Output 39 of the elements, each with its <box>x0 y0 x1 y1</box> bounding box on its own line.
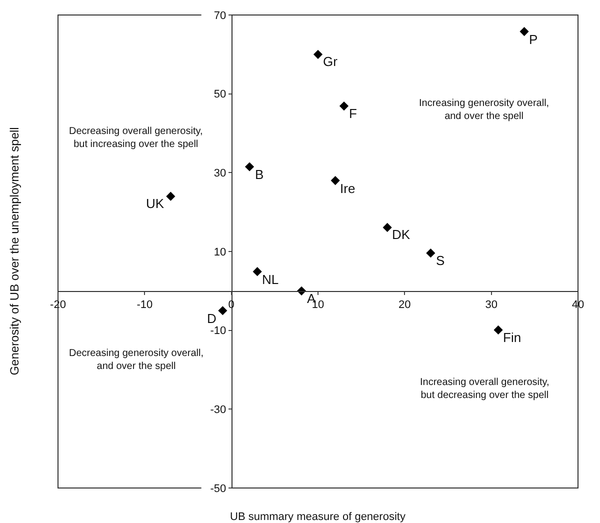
point <box>218 306 228 316</box>
annotation: Decreasing generosity overall, and over the spell <box>69 348 204 372</box>
annotation: B <box>255 167 264 182</box>
point <box>252 267 262 276</box>
x-tick-label: 20 <box>398 299 411 312</box>
x-axis-title: UB summary measure of generosity <box>230 511 406 523</box>
x-tick-label: 30 <box>485 299 498 312</box>
annotation: Increasing overall generosity, but decreasing over the spell <box>420 377 550 401</box>
annotation: Ire <box>340 181 356 196</box>
y-axis-title: Generosity of UB over the unemployment spell <box>7 127 22 376</box>
point <box>244 162 254 172</box>
y-tick-label: 30 <box>214 168 226 180</box>
annotation: P <box>529 32 538 47</box>
y-tick-label: 70 <box>214 10 226 22</box>
y-tick-label: -10 <box>210 325 226 338</box>
y-tick-label: -50 <box>210 482 226 495</box>
annotation: Increasing generosity overall, and over the spell <box>419 98 550 122</box>
point <box>330 176 340 186</box>
x-tick-label: -10 <box>136 299 153 312</box>
annotation: D <box>207 311 216 326</box>
annotation: S <box>436 253 445 268</box>
annotation: Gr <box>323 54 338 69</box>
point <box>426 248 436 258</box>
annotation: UK <box>146 196 164 211</box>
annotation: A <box>307 291 316 306</box>
y-tick-label: -30 <box>210 404 226 416</box>
annotation: Fin <box>503 330 522 345</box>
point <box>494 325 503 334</box>
y-tick-label: 10 <box>214 246 226 258</box>
annotation: NL <box>262 272 279 287</box>
point <box>339 102 349 111</box>
y-tick-label: 50 <box>214 88 226 101</box>
annotation: DK <box>392 227 410 242</box>
annotation: Decreasing overall generosity, but increasing over the spell <box>69 126 203 150</box>
annotation: F <box>349 106 357 121</box>
point <box>382 222 392 232</box>
point <box>313 50 323 59</box>
point <box>166 192 176 201</box>
point <box>520 27 529 36</box>
